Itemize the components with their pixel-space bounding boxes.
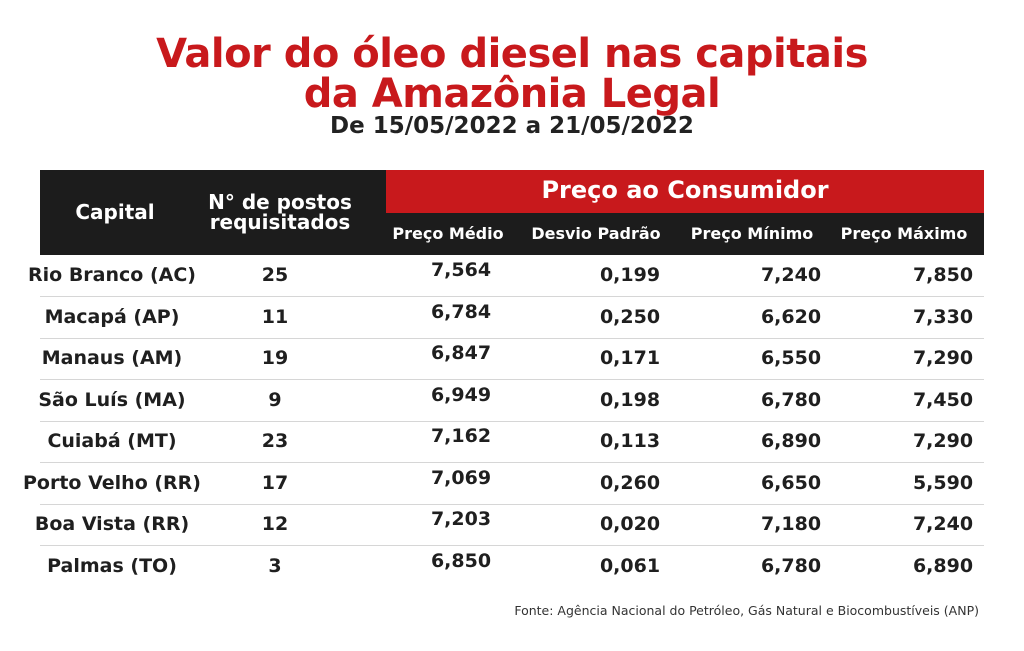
cell-postos: 19: [261, 347, 289, 369]
table-row: Manaus (AM) 19 6,847 0,171 6,550 7,290: [40, 338, 984, 380]
cell-medio: 7,203: [430, 508, 492, 530]
cell-postos: 3: [268, 554, 282, 577]
cell-minimo: 6,890: [760, 430, 822, 452]
cell-desvio: 0,260: [599, 471, 661, 494]
table-row: Rio Branco (AC) 25 7,564 0,199 7,240 7,850: [28, 255, 984, 297]
cell-medio: 7,162: [430, 425, 492, 447]
table-row: Boa Vista (RR) 12 7,203 0,020 7,180 7,240: [35, 504, 984, 546]
cell-desvio: 0,171: [599, 347, 661, 369]
cell-minimo: 7,180: [760, 513, 822, 535]
cell-postos: 9: [268, 388, 282, 411]
cell-minimo: 6,650: [760, 471, 822, 494]
price-group-header: [386, 170, 984, 213]
cell-medio: 6,784: [430, 300, 492, 323]
header-postos-line-2: requisitados: [209, 210, 351, 234]
cell-postos: 25: [261, 264, 289, 286]
cell-desvio: 0,198: [599, 388, 661, 411]
cell-desvio: 0,061: [599, 554, 661, 577]
cell-medio: 6,847: [430, 342, 492, 364]
header-preco-maximo: Preço Máximo: [840, 224, 968, 243]
cell-capital: Cuiabá (MT): [47, 430, 177, 452]
table-row: Cuiabá (MT) 23 7,162 0,113 6,890 7,290: [40, 421, 984, 463]
header-preco-minimo: Preço Mínimo: [690, 224, 814, 243]
cell-minimo: 6,620: [760, 305, 822, 328]
header-preco-medio: Preço Médio: [392, 224, 504, 243]
source-footnote: Fonte: Agência Nacional do Petróleo, Gás…: [514, 603, 979, 618]
cell-capital: Macapá (AP): [44, 305, 180, 328]
cell-capital: Porto Velho (RR): [23, 471, 201, 494]
cell-desvio: 0,113: [599, 430, 661, 452]
header-postos: N° de postos requisitados: [190, 192, 370, 232]
cell-maximo: 7,240: [912, 513, 974, 535]
cell-maximo: 5,590: [912, 471, 974, 494]
cell-maximo: 6,890: [912, 554, 974, 577]
cell-maximo: 7,850: [912, 264, 974, 286]
cell-desvio: 0,020: [599, 513, 661, 535]
cell-maximo: 7,290: [912, 347, 974, 369]
table-row: Macapá (AP) 11 6,784 0,250 6,620 7,330: [40, 297, 984, 339]
cell-minimo: 7,240: [760, 264, 822, 286]
table-row: Palmas (TO) 3 6,850 0,061 6,780 6,890: [40, 546, 984, 587]
cell-capital: Rio Branco (AC): [28, 264, 196, 286]
cell-maximo: 7,450: [912, 388, 974, 411]
cell-medio: 6,850: [430, 549, 492, 572]
cell-capital: Palmas (TO): [47, 554, 177, 577]
title-line-1: Valor do óleo diesel nas capitais: [156, 31, 868, 77]
table-row: Porto Velho (RR) 17 7,069 0,260 6,650 5,590: [23, 463, 984, 505]
cell-postos: 11: [261, 305, 289, 328]
cell-capital: Manaus (AM): [41, 347, 183, 369]
cell-postos: 12: [261, 513, 289, 535]
subtitle-date-range: De 15/05/2022 a 21/05/2022: [330, 113, 694, 139]
cell-minimo: 6,780: [760, 388, 822, 411]
cell-medio: 7,564: [430, 259, 492, 281]
cell-medio: 6,949: [430, 383, 492, 406]
header-capital: Capital: [75, 200, 155, 224]
cell-maximo: 7,290: [912, 430, 974, 452]
cell-capital: São Luís (MA): [38, 388, 186, 411]
cell-medio: 7,069: [430, 466, 492, 489]
title-line-2: da Amazônia Legal: [303, 71, 721, 117]
cell-minimo: 6,550: [760, 347, 822, 369]
cell-capital: Boa Vista (RR): [34, 513, 190, 535]
header-preco-consumidor: Preço ao Consumidor: [541, 176, 829, 204]
header-desvio-padrao: Desvio Padrão: [531, 224, 661, 243]
header-postos-line-1: N° de postos: [208, 190, 352, 214]
cell-desvio: 0,250: [599, 305, 661, 328]
cell-maximo: 7,330: [912, 305, 974, 328]
cell-postos: 23: [261, 430, 289, 452]
table-row: São Luís (MA) 9 6,949 0,198 6,780 7,450: [38, 380, 984, 422]
cell-postos: 17: [261, 471, 289, 494]
cell-desvio: 0,199: [599, 264, 661, 286]
cell-minimo: 6,780: [760, 554, 822, 577]
